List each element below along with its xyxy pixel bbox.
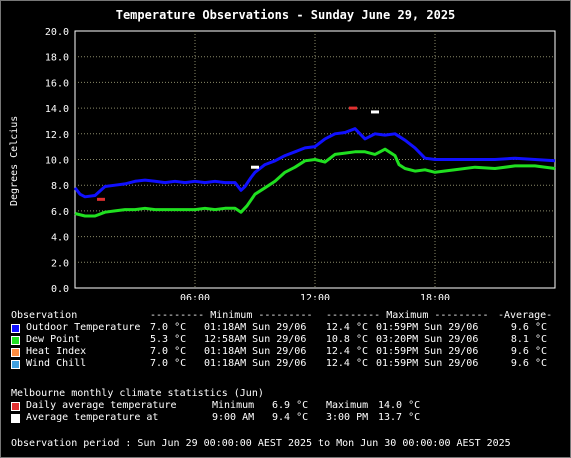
legend-series-name: Heat Index — [26, 346, 87, 357]
y-tick-labels: 0.0 2.0 4.0 6.0 8.0 10.0 12.0 14.0 16.0 18.0 20.0 — [45, 27, 69, 295]
climate-heading: Melbourne monthly climate statistics (Ju… — [11, 388, 264, 399]
x-tick-label: 12:00 — [300, 293, 330, 300]
y-tick-label: 16.0 — [45, 78, 69, 89]
legend-min-time: 12:58AM Sun 29/06 — [204, 334, 307, 345]
legend-series-name: Dew Point — [26, 334, 81, 345]
average-temp-label: Average temperature at — [26, 412, 159, 423]
legend-swatch — [11, 348, 20, 357]
legend-header-average: -Average- — [498, 310, 553, 321]
average-temp-value1: 9.4 °C — [272, 412, 309, 423]
legend-max-value: 10.8 °C — [325, 334, 368, 345]
legend-header-observation: Observation — [11, 310, 78, 321]
legend-header-minimum: --------- Minimum --------- — [150, 310, 313, 321]
climate-marker-9am — [251, 165, 259, 169]
legend-series-name: Wind Chill — [26, 358, 87, 369]
y-tick-label: 2.0 — [51, 258, 69, 269]
daily-average-swatch — [11, 402, 20, 411]
legend-min-time: 01:18AM Sun 29/06 — [204, 346, 307, 357]
y-tick-label: 6.0 — [51, 207, 69, 218]
legend-swatch — [11, 324, 20, 333]
legend-swatch — [11, 360, 20, 369]
legend-max-value: 12.4 °C — [325, 322, 368, 333]
legend-min-value: 5.3 °C — [150, 334, 187, 345]
y-tick-label: 4.0 — [51, 233, 69, 244]
legend-max-time: 01:59PM Sun 29/06 — [376, 346, 479, 357]
legend-min-value: 7.0 °C — [150, 322, 187, 333]
climate-marker-minimum — [97, 197, 105, 201]
daily-average-max-label: Maximum — [326, 400, 369, 411]
daily-average-min-label: Minimum — [212, 400, 255, 411]
legend-average-value: 9.6 °C — [510, 346, 547, 357]
average-temp-value2: 13.7 °C — [378, 412, 421, 423]
observation-period: Observation period : Sun Jun 29 00:00:00… — [11, 438, 511, 449]
climate-marker-3pm — [371, 110, 379, 114]
x-tick-labels: 06:00 12:00 18:00 — [180, 293, 450, 300]
daily-average-label: Daily average temperature — [26, 400, 177, 411]
y-tick-label: 0.0 — [51, 284, 69, 295]
y-tick-label: 14.0 — [45, 104, 69, 115]
legend-min-time: 01:18AM Sun 29/06 — [204, 358, 307, 369]
legend-series-name: Outdoor Temperature — [26, 322, 141, 333]
average-temp-time1: 9:00 AM — [212, 412, 255, 423]
legend-header-maximum: --------- Maximum --------- — [326, 310, 489, 321]
legend-average-value: 9.6 °C — [510, 358, 547, 369]
legend-min-time: 01:18AM Sun 29/06 — [204, 322, 307, 333]
legend-max-time: 01:59PM Sun 29/06 — [376, 322, 479, 333]
legend-min-value: 7.0 °C — [150, 358, 187, 369]
climate-markers — [97, 106, 379, 201]
legend-average-value: 8.1 °C — [510, 334, 547, 345]
legend-max-time: 03:20PM Sun 29/06 — [376, 334, 479, 345]
y-tick-label: 18.0 — [45, 53, 69, 64]
climate-marker-maximum — [349, 106, 357, 110]
daily-average-min-value: 6.9 °C — [272, 400, 309, 411]
y-tick-label: 8.0 — [51, 181, 69, 192]
dew-point-line — [74, 147, 556, 218]
average-temp-time2: 3:00 PM — [326, 412, 369, 423]
y-tick-label: 12.0 — [45, 130, 69, 141]
chart-title: Temperature Observations - Sunday June 2… — [115, 8, 456, 22]
legend-average-value: 9.6 °C — [510, 322, 547, 333]
series-lines — [73, 127, 556, 218]
x-tick-label: 18:00 — [420, 293, 450, 300]
x-tick-label: 06:00 — [180, 293, 210, 300]
gridlines — [75, 31, 555, 288]
y-tick-label: 10.0 — [45, 156, 69, 167]
y-tick-label: 20.0 — [45, 27, 69, 38]
legend-max-value: 12.4 °C — [325, 358, 368, 369]
legend-swatch — [11, 336, 20, 345]
outdoor-temperature-line — [73, 127, 556, 199]
legend-max-value: 12.4 °C — [325, 346, 368, 357]
legend-max-time: 01:59PM Sun 29/06 — [376, 358, 479, 369]
temperature-plot: 0.02.04.06.08.010.012.014.016.018.020.0 … — [45, 27, 556, 300]
daily-average-max-value: 14.0 °C — [378, 400, 421, 411]
average-temp-swatch — [11, 414, 20, 423]
legend-min-value: 7.0 °C — [150, 346, 187, 357]
